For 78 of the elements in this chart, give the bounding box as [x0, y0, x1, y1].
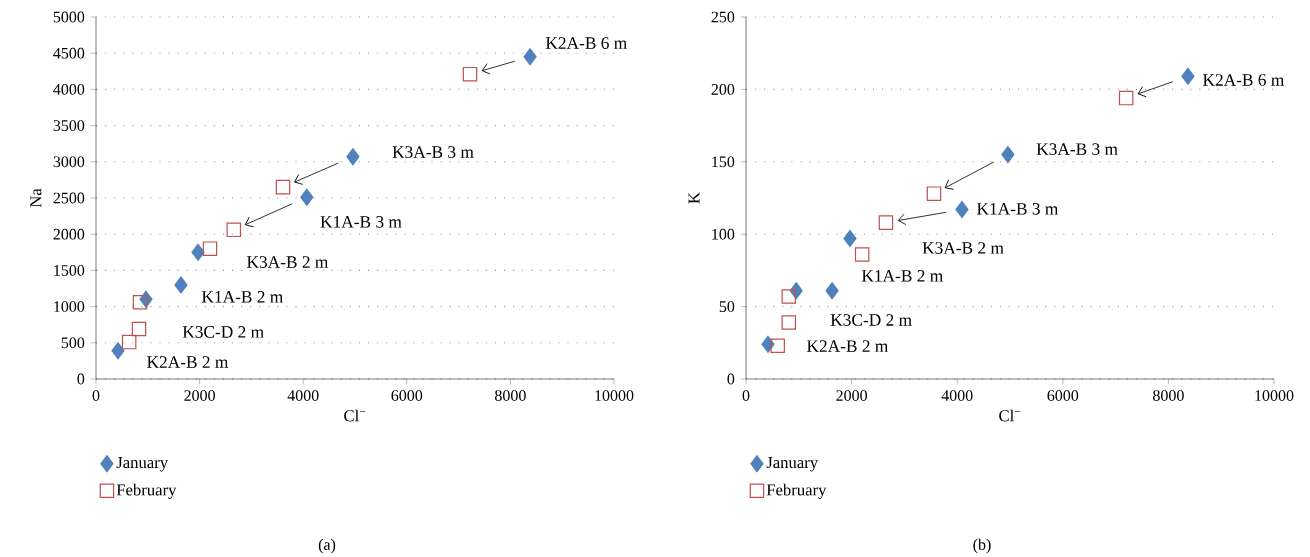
y-tick-label: 4500 — [53, 47, 85, 59]
annotation: K1A-B 2 m — [201, 291, 283, 303]
point — [191, 243, 205, 261]
annotation: K3C-D 2 m — [182, 326, 264, 338]
point — [346, 148, 360, 166]
annotation: K3A-B 2 m — [922, 242, 1004, 254]
y-tick-label: 1000 — [54, 301, 85, 312]
annotation: K2A-B 2 m — [147, 356, 229, 368]
annotation: K3A-B 3 m — [1036, 143, 1118, 155]
y-tick-label: 500 — [61, 337, 85, 349]
point — [854, 247, 870, 262]
y-axis-title: Na — [30, 188, 42, 208]
x-tick-label: 0 — [92, 390, 100, 401]
x-tick-label: 8000 — [1153, 390, 1184, 401]
y-tick-label: 200 — [711, 83, 735, 95]
point — [131, 321, 147, 337]
x-axis-title: Cl$^{−}$ — [344, 409, 366, 422]
point — [781, 315, 797, 330]
text: (a) — [318, 538, 336, 554]
point — [1118, 90, 1134, 106]
legend-label: February — [116, 483, 177, 499]
point — [1001, 145, 1015, 164]
legend-label: January — [766, 457, 819, 472]
legend-label: February — [766, 483, 827, 499]
y-tick-label: 0 — [727, 373, 735, 385]
annotation: K2A-B 6 m — [1202, 74, 1285, 86]
x-tick-label: 10000 — [595, 390, 634, 401]
y-tick-label: 250 — [711, 11, 735, 23]
x-tick-label: 8000 — [495, 390, 526, 401]
point — [781, 289, 797, 304]
point — [174, 276, 188, 294]
y-axis-title: K — [688, 192, 700, 204]
x-tick-label: 6000 — [391, 390, 423, 401]
annotation: K1A-B 2 m — [861, 270, 943, 282]
point — [121, 334, 137, 350]
annotation: K3A-B 2 m — [246, 256, 329, 268]
x-tick-label: 2000 — [184, 390, 215, 401]
point — [275, 179, 291, 195]
point — [770, 338, 785, 353]
y-tick-label: 100 — [712, 228, 735, 240]
point — [955, 200, 969, 219]
x-axis-title: Cl$^{−}$ — [999, 409, 1021, 422]
y-tick-label: 2500 — [53, 192, 85, 204]
y-tick-label: 3000 — [53, 156, 85, 168]
y-tick-label: 1500 — [54, 265, 85, 276]
x-tick-label: 0 — [742, 390, 750, 401]
point — [878, 215, 894, 230]
legend-label: January — [116, 457, 169, 472]
y-tick-label: 150 — [712, 156, 735, 168]
y-tick-label: 50 — [719, 301, 735, 312]
y-tick-label: 5000 — [53, 11, 85, 23]
x-tick-label: 2000 — [836, 390, 867, 401]
y-tick-label: 0 — [77, 373, 85, 385]
x-tick-label: 4000 — [941, 390, 973, 401]
annotation: K3A-B 3 m — [392, 146, 474, 158]
x-tick-label: 6000 — [1047, 390, 1079, 401]
annotation: K3C-D 2 m — [830, 314, 912, 326]
y-tick-label: 2000 — [53, 228, 85, 240]
annotation: K2A-B 2 m — [806, 340, 889, 352]
point — [926, 186, 942, 201]
point — [462, 66, 478, 82]
text: (b) — [973, 538, 991, 554]
point — [300, 188, 314, 206]
point — [202, 241, 218, 256]
annotation: K1A-B 3 m — [320, 216, 402, 228]
point — [132, 294, 148, 310]
point — [226, 222, 242, 238]
y-tick-label: 4000 — [53, 83, 85, 95]
point — [843, 229, 857, 248]
point — [1181, 67, 1195, 85]
point — [523, 48, 537, 66]
point — [111, 342, 125, 360]
annotation: K2A-B 6 m — [545, 37, 627, 49]
annotation: K1A-B 3 m — [976, 203, 1059, 215]
point — [825, 282, 839, 300]
x-tick-label: 4000 — [287, 390, 319, 401]
x-tick-label: 10000 — [1255, 390, 1294, 401]
y-tick-label: 3500 — [53, 120, 85, 131]
